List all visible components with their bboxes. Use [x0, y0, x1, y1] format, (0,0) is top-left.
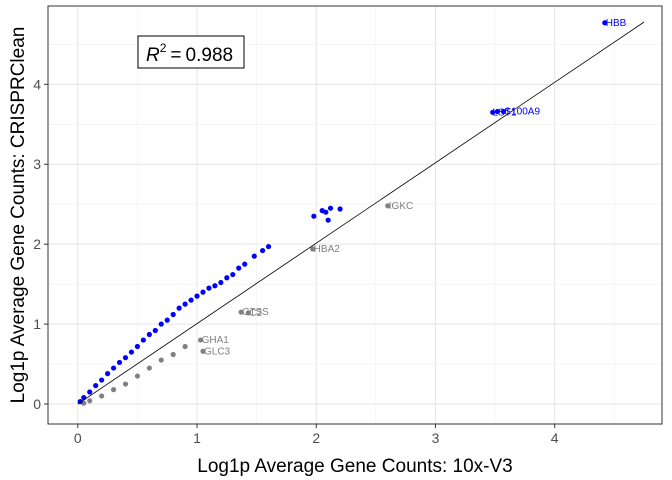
blue-point — [212, 283, 218, 289]
grey-point — [99, 393, 105, 399]
grey-point — [146, 365, 152, 371]
blue-point — [242, 261, 248, 267]
annotation-box — [137, 35, 245, 69]
blue-point — [494, 108, 501, 115]
blue-point — [200, 289, 206, 295]
blue-point — [146, 331, 152, 338]
blue-point — [260, 247, 266, 254]
blue-point — [500, 108, 507, 115]
blue-point — [128, 349, 135, 355]
blue-point — [110, 365, 117, 371]
blue-point — [230, 271, 236, 278]
blue-point — [236, 265, 242, 271]
grid-lines — [48, 6, 662, 424]
x-axis-title: Log1p Average Gene Counts: 10x-V3 — [197, 456, 513, 477]
x-tick-label: 4 — [551, 430, 559, 446]
gene-label: LST1 — [493, 107, 517, 118]
y-tick-label: 1 — [33, 316, 41, 332]
axis-ticks: 0 1 2 3 4 0 1 2 3 4 — [33, 76, 559, 446]
gene-label: GLC3 — [204, 346, 231, 357]
blue-point — [265, 243, 272, 250]
blue-point — [325, 217, 331, 223]
plot-frame — [47, 5, 663, 425]
blue-point — [311, 213, 317, 219]
blue-point — [490, 109, 496, 115]
blue-point — [251, 253, 257, 259]
annotation-text: R2 = 0.988 — [146, 41, 233, 66]
blue-point — [188, 297, 194, 303]
blue-point — [93, 383, 99, 389]
grey-point — [200, 348, 206, 354]
grey-point — [134, 373, 141, 379]
blue-point — [218, 279, 224, 286]
grey-point — [198, 337, 204, 343]
gene-label: HBB — [606, 18, 627, 29]
y-tick-label: 4 — [33, 76, 41, 92]
blue-point — [87, 389, 93, 395]
blue-point — [116, 359, 123, 366]
gene-label: CTSS — [242, 307, 269, 318]
gene-label: HBA2 — [314, 244, 341, 255]
blue-point — [337, 206, 343, 212]
r-squared-annotation: R2 = 0.988 — [137, 35, 245, 69]
y-tick-label: 3 — [33, 156, 41, 172]
gene-label: IGKC — [389, 201, 413, 212]
y-axis-title: Log1p Average Gene Counts: CRISPRClean — [8, 27, 29, 404]
blue-point — [105, 371, 111, 377]
gene-label: C2 — [249, 308, 262, 319]
grey-point — [110, 387, 117, 393]
blue-point — [224, 275, 230, 281]
x-tick-label: 3 — [432, 430, 440, 446]
blue-point — [152, 327, 158, 334]
grey-point — [158, 357, 164, 363]
data-points — [77, 20, 645, 406]
grey-point — [87, 398, 93, 404]
blue-point — [182, 301, 188, 307]
blue-point — [164, 317, 170, 323]
fit-line — [77, 21, 645, 405]
grey-point — [310, 246, 316, 252]
grey-point — [182, 343, 188, 350]
gene-label: S100A9 — [504, 106, 540, 117]
y-tick-label: 2 — [33, 236, 41, 252]
blue-point — [81, 395, 87, 401]
x-tick-label: 2 — [312, 430, 320, 446]
grey-point — [122, 381, 129, 387]
gene-label: GHA1 — [202, 335, 230, 346]
blue-point — [158, 321, 164, 327]
blue-point — [134, 343, 141, 350]
grey-point — [245, 310, 251, 316]
blue-point — [122, 355, 129, 361]
blue-point — [602, 20, 608, 26]
blue-point — [140, 337, 146, 343]
blue-point — [206, 285, 212, 291]
grey-point — [170, 351, 176, 358]
blue-point — [194, 293, 200, 299]
blue-point — [327, 205, 334, 211]
blue-point — [99, 377, 105, 383]
blue-point — [170, 311, 176, 318]
x-tick-label: 0 — [74, 430, 82, 446]
y-tick-label: 0 — [33, 396, 41, 412]
grey-point — [385, 203, 391, 209]
grey-point — [238, 309, 244, 315]
blue-point — [323, 209, 329, 215]
blue-point — [176, 305, 182, 311]
x-tick-label: 1 — [193, 430, 201, 446]
